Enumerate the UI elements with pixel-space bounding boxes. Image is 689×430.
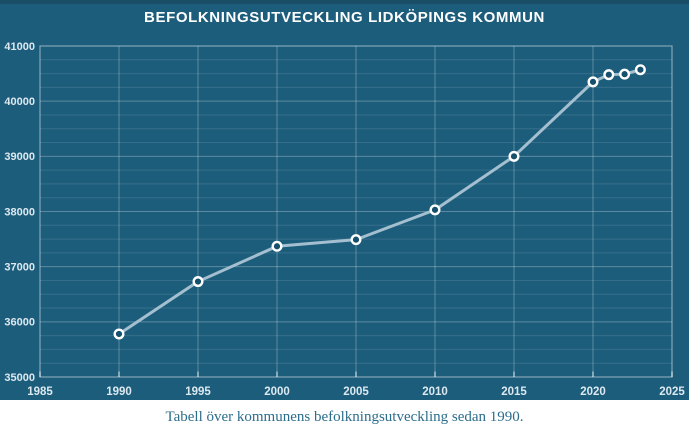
- y-axis-label: 38000: [4, 206, 35, 218]
- data-point-2020: [587, 76, 599, 88]
- y-axis-label: 36000: [4, 317, 35, 329]
- x-axis-label: 2005: [343, 386, 369, 398]
- x-axis-label: 1995: [185, 386, 211, 398]
- y-axis-label: 41000: [4, 41, 35, 53]
- data-point-2022: [619, 68, 631, 80]
- data-point-1990: [113, 328, 125, 340]
- x-axis-label: 2025: [659, 386, 685, 398]
- data-point-2010: [429, 204, 441, 216]
- x-axis-label: 2020: [580, 386, 606, 398]
- population-line-chart: 35000 36000 37000 38000 39000 40000 41000 1985 1…: [4, 41, 685, 398]
- data-point-2021: [603, 69, 615, 81]
- y-axis-label: 37000: [4, 262, 35, 274]
- x-axis-label: 2010: [422, 386, 448, 398]
- x-axis-label: 2000: [264, 386, 290, 398]
- data-point-2015: [508, 150, 520, 162]
- data-point-2005: [350, 234, 362, 246]
- population-chart-card: 35000 36000 37000 38000 39000 40000 41000 1985 1…: [0, 0, 689, 400]
- data-point-1995: [192, 276, 204, 288]
- data-point-2023: [634, 64, 646, 76]
- x-axis-label: 1990: [106, 386, 132, 398]
- chart-caption: Tabell över kommunens befolkningsutveckl…: [0, 400, 689, 430]
- chart-title: BEFOLKNINGSUTVECKLING LIDKÖPINGS KOMMUN: [144, 9, 545, 26]
- y-axis-label: 40000: [4, 96, 35, 108]
- data-point-2000: [271, 240, 283, 252]
- y-axis-label: 35000: [4, 372, 35, 384]
- top-accent-strip: [0, 0, 689, 4]
- y-axis-label: 39000: [4, 151, 35, 163]
- x-axis-label: 1985: [27, 386, 53, 398]
- population-series-line: [117, 68, 642, 336]
- x-axis-label: 2015: [501, 386, 527, 398]
